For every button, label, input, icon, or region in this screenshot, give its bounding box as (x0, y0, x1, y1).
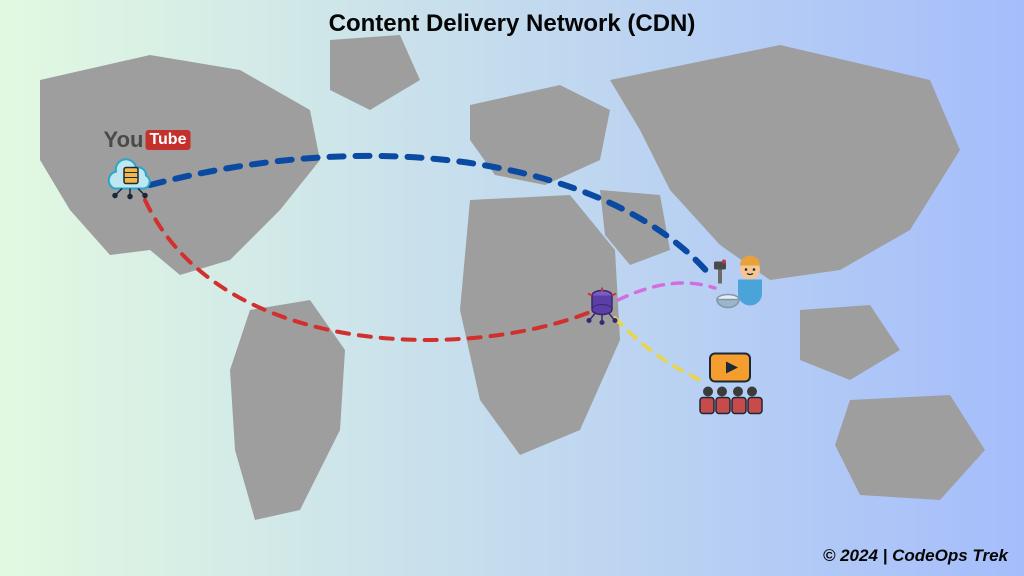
world-map (0, 0, 1024, 576)
youtube-logo: YouTube (104, 127, 191, 153)
origin-cloud-server-icon (102, 154, 158, 207)
youtube-text-box: Tube (145, 130, 190, 150)
content-creator-icon (708, 254, 772, 323)
youtube-text-prefix: You (104, 127, 144, 153)
diagram-title: Content Delivery Network (CDN) (0, 10, 1024, 38)
cdn-diagram: Content Delivery Network (CDN) YouTube (0, 0, 1024, 576)
edge-edge-to-creator (618, 283, 715, 300)
edge-server-icon (580, 284, 624, 333)
edge-edge-to-viewers (615, 318, 700, 380)
copyright-text: © 2024 | CodeOps Trek (823, 546, 1008, 566)
audience-viewers-icon (692, 352, 768, 425)
